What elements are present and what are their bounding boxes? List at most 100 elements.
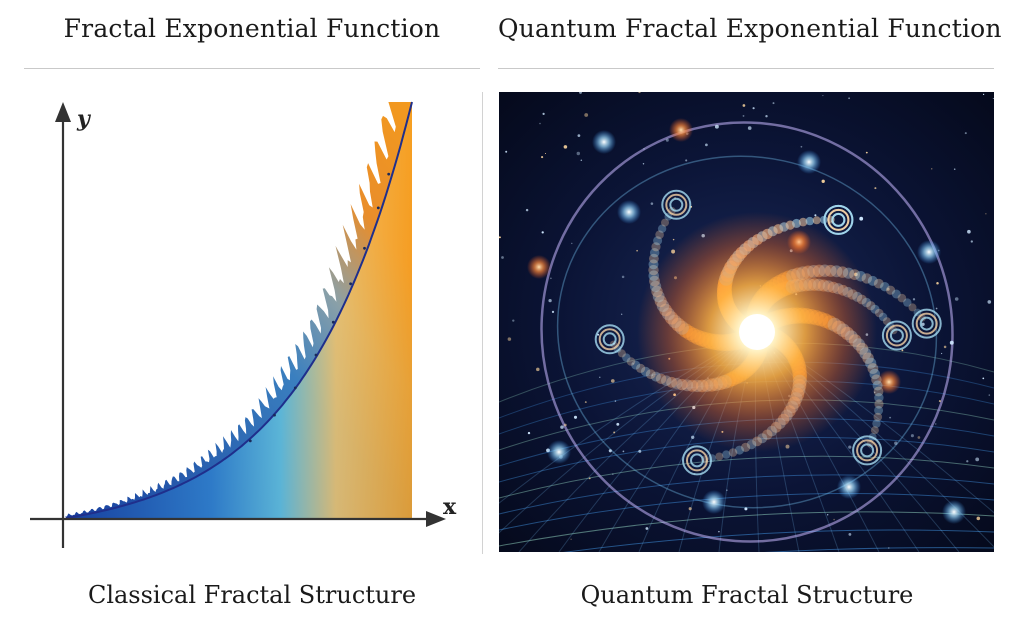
star [542, 112, 545, 116]
star [563, 423, 567, 427]
left-panel-title: Fractal Exponential Function [63, 14, 441, 43]
panel-divider [482, 92, 483, 554]
star [848, 445, 852, 449]
fractal-blob [655, 230, 664, 239]
star [848, 532, 852, 536]
spiral-tip [598, 328, 621, 351]
grid-line [499, 511, 994, 547]
fractal-blob [874, 308, 884, 318]
star [938, 400, 941, 403]
star [714, 124, 719, 129]
glowing-star [917, 240, 941, 264]
star [859, 216, 864, 221]
star [953, 168, 956, 170]
star [874, 391, 876, 393]
star [638, 449, 642, 453]
fractal-blob [728, 448, 738, 457]
quantum-fractal-image [499, 92, 994, 552]
star [874, 187, 877, 190]
star [622, 450, 625, 453]
curve-dot [293, 386, 297, 390]
glowing-star [797, 150, 821, 174]
star [936, 281, 939, 285]
star [571, 242, 573, 245]
grid-line [499, 474, 994, 515]
star [970, 240, 973, 243]
fractal-exponential-plot: y x [30, 101, 457, 548]
left-panel-caption: Classical Fractal Structure [87, 581, 417, 609]
grid-line [499, 455, 994, 499]
spiral-tip [682, 445, 712, 476]
spiral-tip [852, 435, 883, 466]
star [910, 434, 914, 438]
star [888, 547, 890, 549]
fractal-blob [617, 349, 626, 358]
fractal-blob [869, 368, 881, 380]
star [527, 431, 531, 435]
star [685, 159, 688, 162]
star [576, 151, 581, 156]
star [584, 401, 587, 404]
fractal-blob [872, 380, 883, 391]
star [988, 394, 991, 396]
curve-dot [363, 246, 366, 250]
star [588, 477, 591, 480]
left-title-rule [24, 68, 480, 69]
curve-dot [349, 282, 352, 286]
star [573, 415, 578, 419]
spiral-tip [823, 204, 854, 235]
spiral-tip [665, 193, 688, 216]
fractal-blob [878, 312, 888, 322]
fractal-blob [805, 216, 814, 226]
star [949, 340, 954, 345]
star [772, 102, 775, 105]
fractal-area [65, 102, 413, 518]
star [638, 92, 641, 94]
spiral-tip [831, 212, 846, 227]
glowing-star [547, 440, 571, 464]
fractal-blob [903, 298, 912, 307]
curve-dot [314, 353, 318, 357]
star [987, 300, 992, 304]
star [584, 113, 589, 117]
fractal-blob [715, 452, 724, 461]
star [943, 345, 947, 349]
fractal-blob [867, 275, 878, 286]
fractal-blob [873, 386, 884, 397]
star [833, 518, 835, 521]
exponential-curve [65, 101, 413, 519]
fractal-blob [805, 216, 814, 226]
fractal-blob [812, 216, 821, 225]
star [800, 145, 803, 148]
y-axis-arrow [55, 102, 71, 122]
star [610, 379, 615, 383]
star [935, 423, 937, 425]
spiral-tip [594, 324, 625, 355]
fractal-blob [812, 216, 821, 225]
star [541, 231, 544, 234]
spiral-tip [860, 443, 875, 458]
star [643, 148, 645, 150]
star [563, 145, 568, 149]
fractal-blob [649, 253, 659, 264]
spiral-tip [669, 197, 684, 212]
glowing-star [592, 130, 616, 154]
spiral-tip [856, 439, 879, 462]
glowing-star [942, 500, 966, 524]
curve-dot [273, 413, 276, 417]
glowing-star [877, 370, 901, 394]
star [912, 298, 916, 301]
star [964, 132, 967, 135]
star [579, 92, 582, 94]
star [539, 122, 541, 125]
spiral-tip [915, 312, 938, 335]
fractal-blob [871, 374, 882, 385]
right-title-rule [498, 68, 994, 69]
star [966, 460, 969, 463]
star [599, 376, 601, 378]
star [499, 236, 501, 239]
star [691, 435, 695, 439]
fractal-blob [873, 278, 884, 289]
star [636, 249, 638, 252]
spiral-tip [911, 308, 942, 339]
